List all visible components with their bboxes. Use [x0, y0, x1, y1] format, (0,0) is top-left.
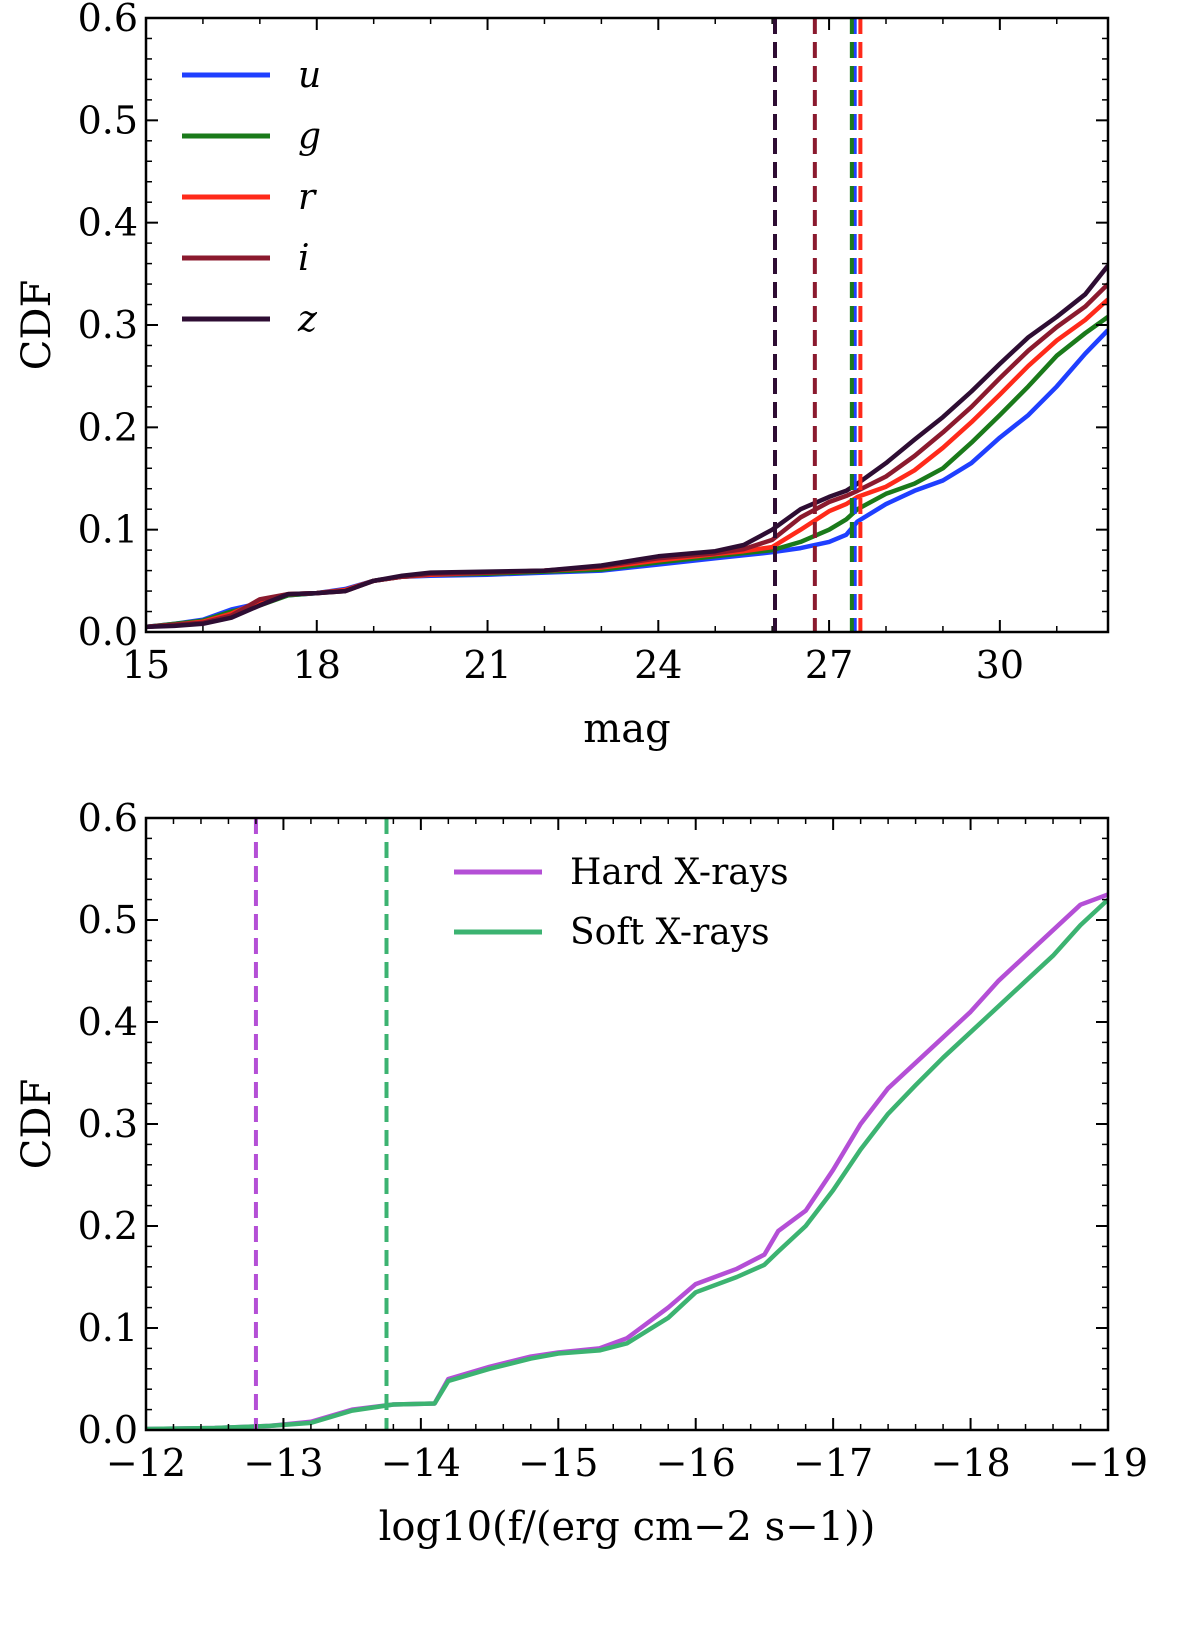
y-tick-label: 0.6 — [78, 0, 138, 40]
x-tick-label: 18 — [293, 643, 341, 687]
y-tick-label: 0.3 — [78, 303, 138, 347]
y-tick-label: 0.2 — [78, 1204, 138, 1248]
y-tick-label: 0.4 — [78, 201, 138, 245]
y-tick-label: 0.1 — [78, 1306, 138, 1350]
ticks: −12 −13 −14 −15 −16 −17 −18 −19 0.0 0.1 0.2 0.3 0.4 0… — [78, 796, 1149, 1485]
y-tick-label: 0.3 — [78, 1102, 138, 1146]
y-axis-label: CDF — [14, 280, 60, 370]
y-tick-label: 0.4 — [78, 1000, 138, 1044]
x-tick-label: −18 — [930, 1441, 1010, 1485]
y-tick-label: 0.5 — [78, 898, 138, 942]
y-tick-label: 0.2 — [78, 405, 138, 449]
y-tick-label: 0.0 — [78, 610, 138, 654]
x-tick-label: 15 — [122, 643, 170, 687]
x-tick-label: 30 — [976, 643, 1024, 687]
y-tick-label: 0.5 — [78, 98, 138, 142]
x-axis-label: mag — [583, 706, 670, 752]
limit-lines — [773, 18, 863, 632]
x-tick-label: 27 — [805, 643, 853, 687]
y-tick-label: 0.1 — [78, 508, 138, 552]
y-tick-label: 0.6 — [78, 796, 138, 840]
x-tick-label: 24 — [634, 643, 682, 687]
x-tick-label: −19 — [1068, 1441, 1148, 1485]
series-line-4 — [146, 264, 1108, 630]
x-tick-label: −15 — [518, 1441, 598, 1485]
y-axis-label: CDF — [14, 1079, 60, 1169]
legend-label-2: r — [298, 177, 317, 218]
ticks: 15 18 21 24 27 30 0.0 0.1 0.2 0.3 0.4 0.5 0.6 — [78, 0, 1108, 687]
x-tick-label: −14 — [381, 1441, 461, 1485]
x-tick-label: −13 — [243, 1441, 323, 1485]
legend-label-1: g — [298, 116, 321, 157]
legend-label-0: u — [298, 55, 321, 96]
legend-label-4: z — [297, 299, 318, 340]
x-tick-label: −12 — [106, 1441, 186, 1485]
legend: Hard X-rays Soft X-rays — [454, 852, 789, 953]
limit-lines — [253, 818, 389, 1430]
x-tick-label: −16 — [656, 1441, 736, 1485]
series-group — [146, 264, 1108, 630]
x-tick-label: −17 — [793, 1441, 873, 1485]
x-axis-label: log10(f/(erg cm−2 s−1)) — [379, 1504, 876, 1550]
x-tick-label: 21 — [463, 643, 511, 687]
chart-panel-flux: −12 −13 −14 −15 −16 −17 −18 −19 0.0 0.1 0.2 0.3 0.4 0… — [14, 796, 1148, 1550]
legend-label-1: Soft X-rays — [570, 912, 770, 953]
y-tick-label: 0.0 — [78, 1408, 138, 1452]
legend-label-3: i — [298, 238, 310, 279]
chart-panel-mag: 15 18 21 24 27 300.00.10.20.30.40.50.6 ugriz … — [14, 0, 1110, 752]
legend-label-0: Hard X-rays — [570, 852, 789, 893]
